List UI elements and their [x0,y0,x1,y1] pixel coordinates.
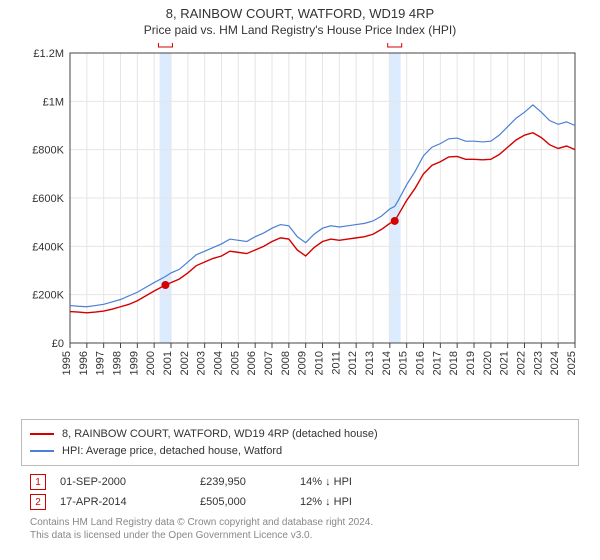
svg-text:2005: 2005 [229,351,241,375]
svg-text:2007: 2007 [263,351,275,375]
svg-text:£200K: £200K [32,290,64,302]
svg-text:2009: 2009 [297,351,309,375]
chart-title-block: 8, RAINBOW COURT, WATFORD, WD19 4RP Pric… [0,0,600,37]
svg-text:2021: 2021 [499,351,511,375]
svg-text:2013: 2013 [364,351,376,375]
svg-text:£400K: £400K [32,241,64,253]
tx-price: £505,000 [200,496,300,508]
svg-text:1996: 1996 [78,351,90,375]
svg-text:2001: 2001 [162,351,174,375]
table-row: 2 17-APR-2014 £505,000 12% ↓ HPI [30,492,570,512]
svg-text:2: 2 [392,43,398,46]
svg-text:£600K: £600K [32,193,64,205]
svg-text:2019: 2019 [465,351,477,375]
svg-text:2018: 2018 [448,351,460,375]
svg-text:1999: 1999 [128,351,140,375]
svg-text:1995: 1995 [61,351,73,375]
svg-text:1998: 1998 [112,351,124,375]
svg-text:£1M: £1M [43,96,64,108]
svg-text:2008: 2008 [280,351,292,375]
tx-date: 17-APR-2014 [60,496,200,508]
svg-text:2012: 2012 [347,351,359,375]
tx-delta: 14% ↓ HPI [300,476,400,488]
svg-text:2025: 2025 [566,351,578,375]
svg-text:£0: £0 [52,338,64,350]
svg-text:2002: 2002 [179,351,191,375]
tx-marker-box: 2 [30,494,46,510]
legend-item: 8, RAINBOW COURT, WATFORD, WD19 4RP (det… [30,426,570,443]
svg-text:2004: 2004 [213,351,225,375]
svg-text:2015: 2015 [398,351,410,375]
table-row: 1 01-SEP-2000 £239,950 14% ↓ HPI [30,472,570,492]
license-text: Contains HM Land Registry data © Crown c… [30,516,570,542]
tx-price: £239,950 [200,476,300,488]
legend-label: HPI: Average price, detached house, Watf… [62,443,282,460]
svg-text:2020: 2020 [482,351,494,375]
chart-title-line1: 8, RAINBOW COURT, WATFORD, WD19 4RP [0,6,600,21]
license-line2: This data is licensed under the Open Gov… [30,529,570,542]
transactions-table: 1 01-SEP-2000 £239,950 14% ↓ HPI 2 17-AP… [30,472,570,512]
svg-text:2014: 2014 [381,351,393,375]
legend-swatch [30,433,54,435]
svg-text:£1.2M: £1.2M [33,48,64,60]
svg-text:2000: 2000 [145,351,157,375]
tx-date: 01-SEP-2000 [60,476,200,488]
chart-container: £0 £200K £400K £600K £800K £1M £1.2M 1995 1996 19… [20,43,580,413]
svg-text:2003: 2003 [196,351,208,375]
svg-text:2006: 2006 [246,351,258,375]
legend-item: HPI: Average price, detached house, Watf… [30,443,570,460]
svg-text:2024: 2024 [549,351,561,375]
tx-marker-box: 1 [30,474,46,490]
svg-text:1997: 1997 [95,351,107,375]
svg-text:2010: 2010 [314,351,326,375]
line-chart: £0 £200K £400K £600K £800K £1M £1.2M 1995 1996 19… [20,43,580,413]
legend-label: 8, RAINBOW COURT, WATFORD, WD19 4RP (det… [62,426,378,443]
svg-text:£800K: £800K [32,145,64,157]
svg-text:2022: 2022 [516,351,528,375]
svg-text:2011: 2011 [330,351,342,375]
license-line1: Contains HM Land Registry data © Crown c… [30,516,570,529]
svg-text:2016: 2016 [415,351,427,375]
svg-text:1: 1 [163,43,169,46]
tx-delta: 12% ↓ HPI [300,496,400,508]
legend-swatch [30,450,54,452]
svg-text:2023: 2023 [532,351,544,375]
svg-text:2017: 2017 [431,351,443,375]
legend: 8, RAINBOW COURT, WATFORD, WD19 4RP (det… [21,419,579,466]
chart-title-line2: Price paid vs. HM Land Registry's House … [0,23,600,37]
